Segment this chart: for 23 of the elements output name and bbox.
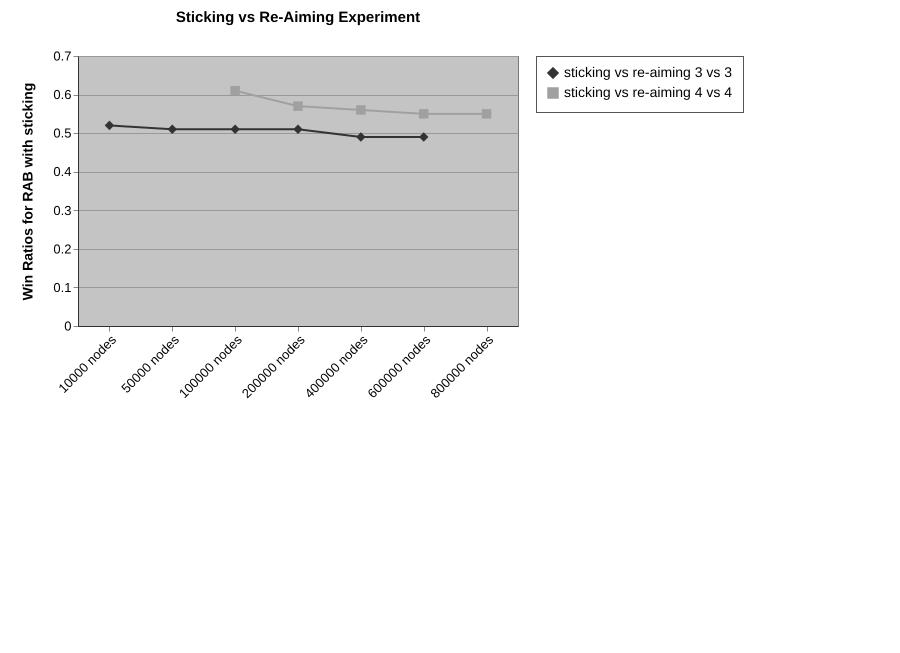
y-tick-label: 0.2: [53, 241, 72, 256]
chart-title: Sticking vs Re-Aiming Experiment: [176, 9, 420, 26]
y-axis-title: Win Ratios for RAB with sticking: [19, 82, 36, 300]
legend-label: sticking vs re-aiming 4 vs 4: [564, 84, 732, 100]
point: [104, 120, 114, 130]
legend-label: sticking vs re-aiming 3 vs 3: [564, 64, 732, 80]
point: [356, 132, 366, 142]
point: [418, 132, 428, 142]
point: [482, 109, 492, 119]
y-tick-label: 0.3: [53, 202, 72, 218]
y-tick-label: 0.6: [53, 87, 72, 102]
point: [293, 124, 303, 134]
y-tick-label: 0.7: [53, 48, 72, 64]
point: [168, 124, 178, 134]
y-tick-label: 0.1: [53, 280, 72, 295]
point: [293, 101, 303, 111]
y-tick-label: 0: [64, 318, 72, 334]
point: [230, 124, 240, 134]
point: [418, 109, 428, 119]
point: [230, 86, 240, 96]
point: [356, 105, 366, 115]
y-tick-label: 0.4: [53, 164, 72, 180]
y-tick-label: 0.5: [53, 126, 72, 141]
